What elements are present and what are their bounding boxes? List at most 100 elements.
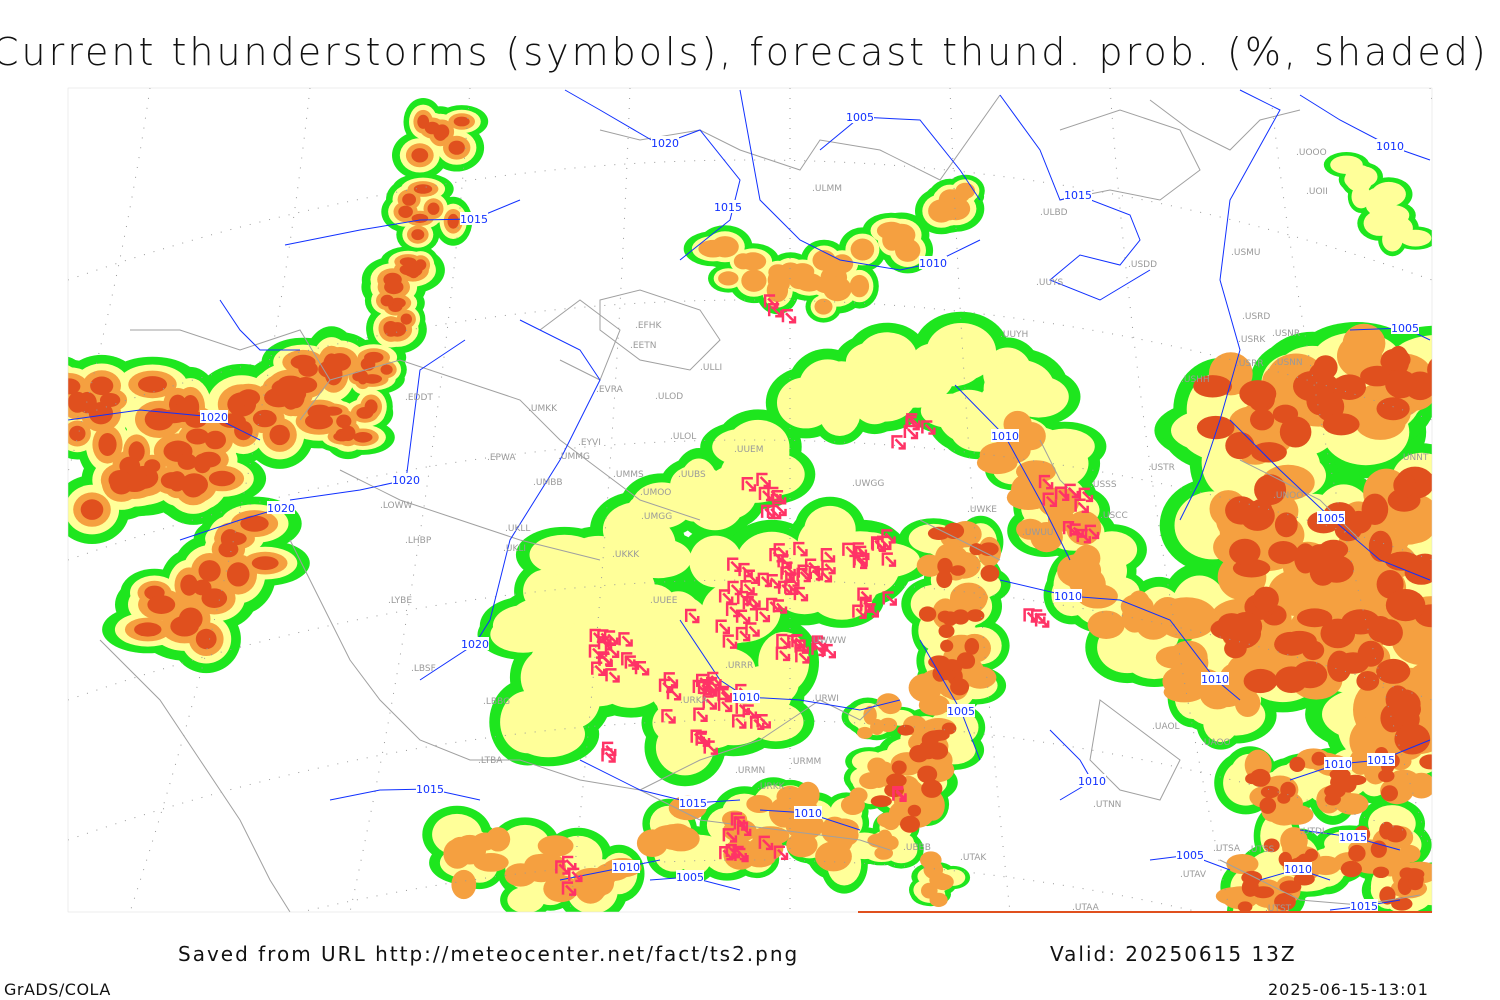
probability-patch <box>383 321 399 335</box>
probability-patch <box>1293 872 1315 886</box>
station-label: .UUBS <box>678 470 706 480</box>
isobar-label-bg <box>1367 753 1395 766</box>
thunderstorm-symbol <box>756 714 771 729</box>
station-label: .UKKK <box>612 550 640 560</box>
isobar-line <box>954 384 1071 561</box>
probability-patch <box>877 829 893 848</box>
coastline <box>289 539 641 791</box>
station-label: .URMM <box>790 757 821 767</box>
thunderstorm-symbols <box>555 294 1100 896</box>
coastline <box>99 639 291 912</box>
isobar-line <box>284 199 521 246</box>
thunderstorm-symbol <box>718 589 734 604</box>
isobar-label-bg <box>392 473 420 486</box>
probability-patch <box>285 385 307 403</box>
isobar-label: 1015 <box>460 213 488 226</box>
station-label: .USTR <box>1148 463 1175 473</box>
probability-patch <box>1289 756 1306 773</box>
station-label: .LYBE <box>388 596 412 606</box>
probability-patch <box>950 678 970 696</box>
probability-patch <box>855 239 874 261</box>
probability-patch <box>356 407 374 419</box>
isobar-label: 1005 <box>1317 512 1345 525</box>
thunderstorm-symbol <box>1054 486 1070 502</box>
isobar-label-bg <box>461 637 489 650</box>
probability-patch <box>978 542 999 556</box>
isobar-line <box>999 94 1151 301</box>
probability-patch <box>1016 460 1056 483</box>
thunderstorm-symbol <box>1062 521 1078 536</box>
probability-patch <box>524 859 558 883</box>
probability-patch <box>1224 639 1247 659</box>
thunderstorm-symbol <box>555 860 570 875</box>
probability-patch <box>815 841 852 872</box>
probability-patch <box>916 554 943 577</box>
meridian-line <box>1429 88 1432 105</box>
isobar-label: 1005 <box>947 705 975 718</box>
isobar-line <box>819 116 981 201</box>
probability-patch <box>980 565 1000 582</box>
coastline <box>1219 859 1421 906</box>
probability-patch <box>689 535 742 588</box>
thunderstorm-symbol <box>797 564 813 580</box>
thunderstorm-symbol <box>742 704 758 719</box>
station-label: .UAOL <box>1152 722 1180 732</box>
probability-patch <box>1272 404 1299 424</box>
station-label: .LTBA <box>478 756 503 766</box>
thunderstorm-symbol <box>793 541 808 557</box>
probability-patch <box>1260 785 1280 799</box>
probability-patch <box>1356 671 1380 691</box>
thunderstorm-symbol <box>1064 483 1080 499</box>
probability-patch <box>929 892 948 908</box>
isobar-label-bg <box>732 690 760 703</box>
coastline <box>1059 109 1201 201</box>
station-label: .UTSS <box>1248 845 1275 855</box>
station-label: .UUYS <box>1036 278 1064 288</box>
thunderstorm-symbol <box>891 435 906 450</box>
probability-patch <box>1384 825 1407 843</box>
probability-patch <box>290 354 316 370</box>
isobar-line <box>1049 729 1093 801</box>
probability-patch <box>653 591 703 648</box>
probability-patch <box>537 835 574 857</box>
probability-patch <box>926 742 949 760</box>
probability-patch <box>1250 442 1287 463</box>
thunderstorm-symbol <box>857 587 872 602</box>
isobar-label: 1010 <box>1324 758 1352 771</box>
thunderstorm-symbol <box>725 602 741 618</box>
probability-patch <box>1279 416 1312 448</box>
thunderstorm-symbol <box>787 634 802 650</box>
station-label: .URMN <box>735 766 765 776</box>
probability-patch <box>411 148 429 163</box>
isobar-label-bg <box>1201 672 1229 685</box>
probability-patch <box>960 653 976 669</box>
probability-patch <box>1375 619 1403 646</box>
isobar-label-bg <box>651 136 679 149</box>
isobar-label-bg <box>267 501 295 514</box>
thunderstorm-symbol <box>695 732 710 747</box>
probability-patch <box>1252 886 1275 899</box>
isobar-label: 1010 <box>1054 590 1082 603</box>
probability-patch <box>1275 631 1306 653</box>
thunderstorm-symbol <box>722 828 738 843</box>
probability-patch <box>180 473 208 496</box>
probability-patch <box>573 867 610 889</box>
coastline <box>130 329 331 421</box>
probability-patch <box>1330 773 1352 792</box>
probability-patch <box>1203 703 1239 743</box>
probability-patch <box>857 726 873 739</box>
thunderstorm-symbol <box>817 567 833 583</box>
station-label: .UWWW <box>810 636 846 646</box>
station-label: .URKA <box>680 696 708 706</box>
thunderstorm-symbol <box>666 685 682 701</box>
probability-patch <box>237 389 261 407</box>
probability-patch <box>1066 510 1102 546</box>
probability-patch <box>937 557 953 575</box>
probability-patch <box>897 724 915 736</box>
probability-patch <box>1363 210 1396 236</box>
probability-patch <box>448 140 465 155</box>
probability-patch <box>413 184 433 194</box>
station-label: .USNR <box>1272 329 1300 339</box>
probability-patch <box>796 781 820 808</box>
station-label: .UMBB <box>533 478 563 488</box>
